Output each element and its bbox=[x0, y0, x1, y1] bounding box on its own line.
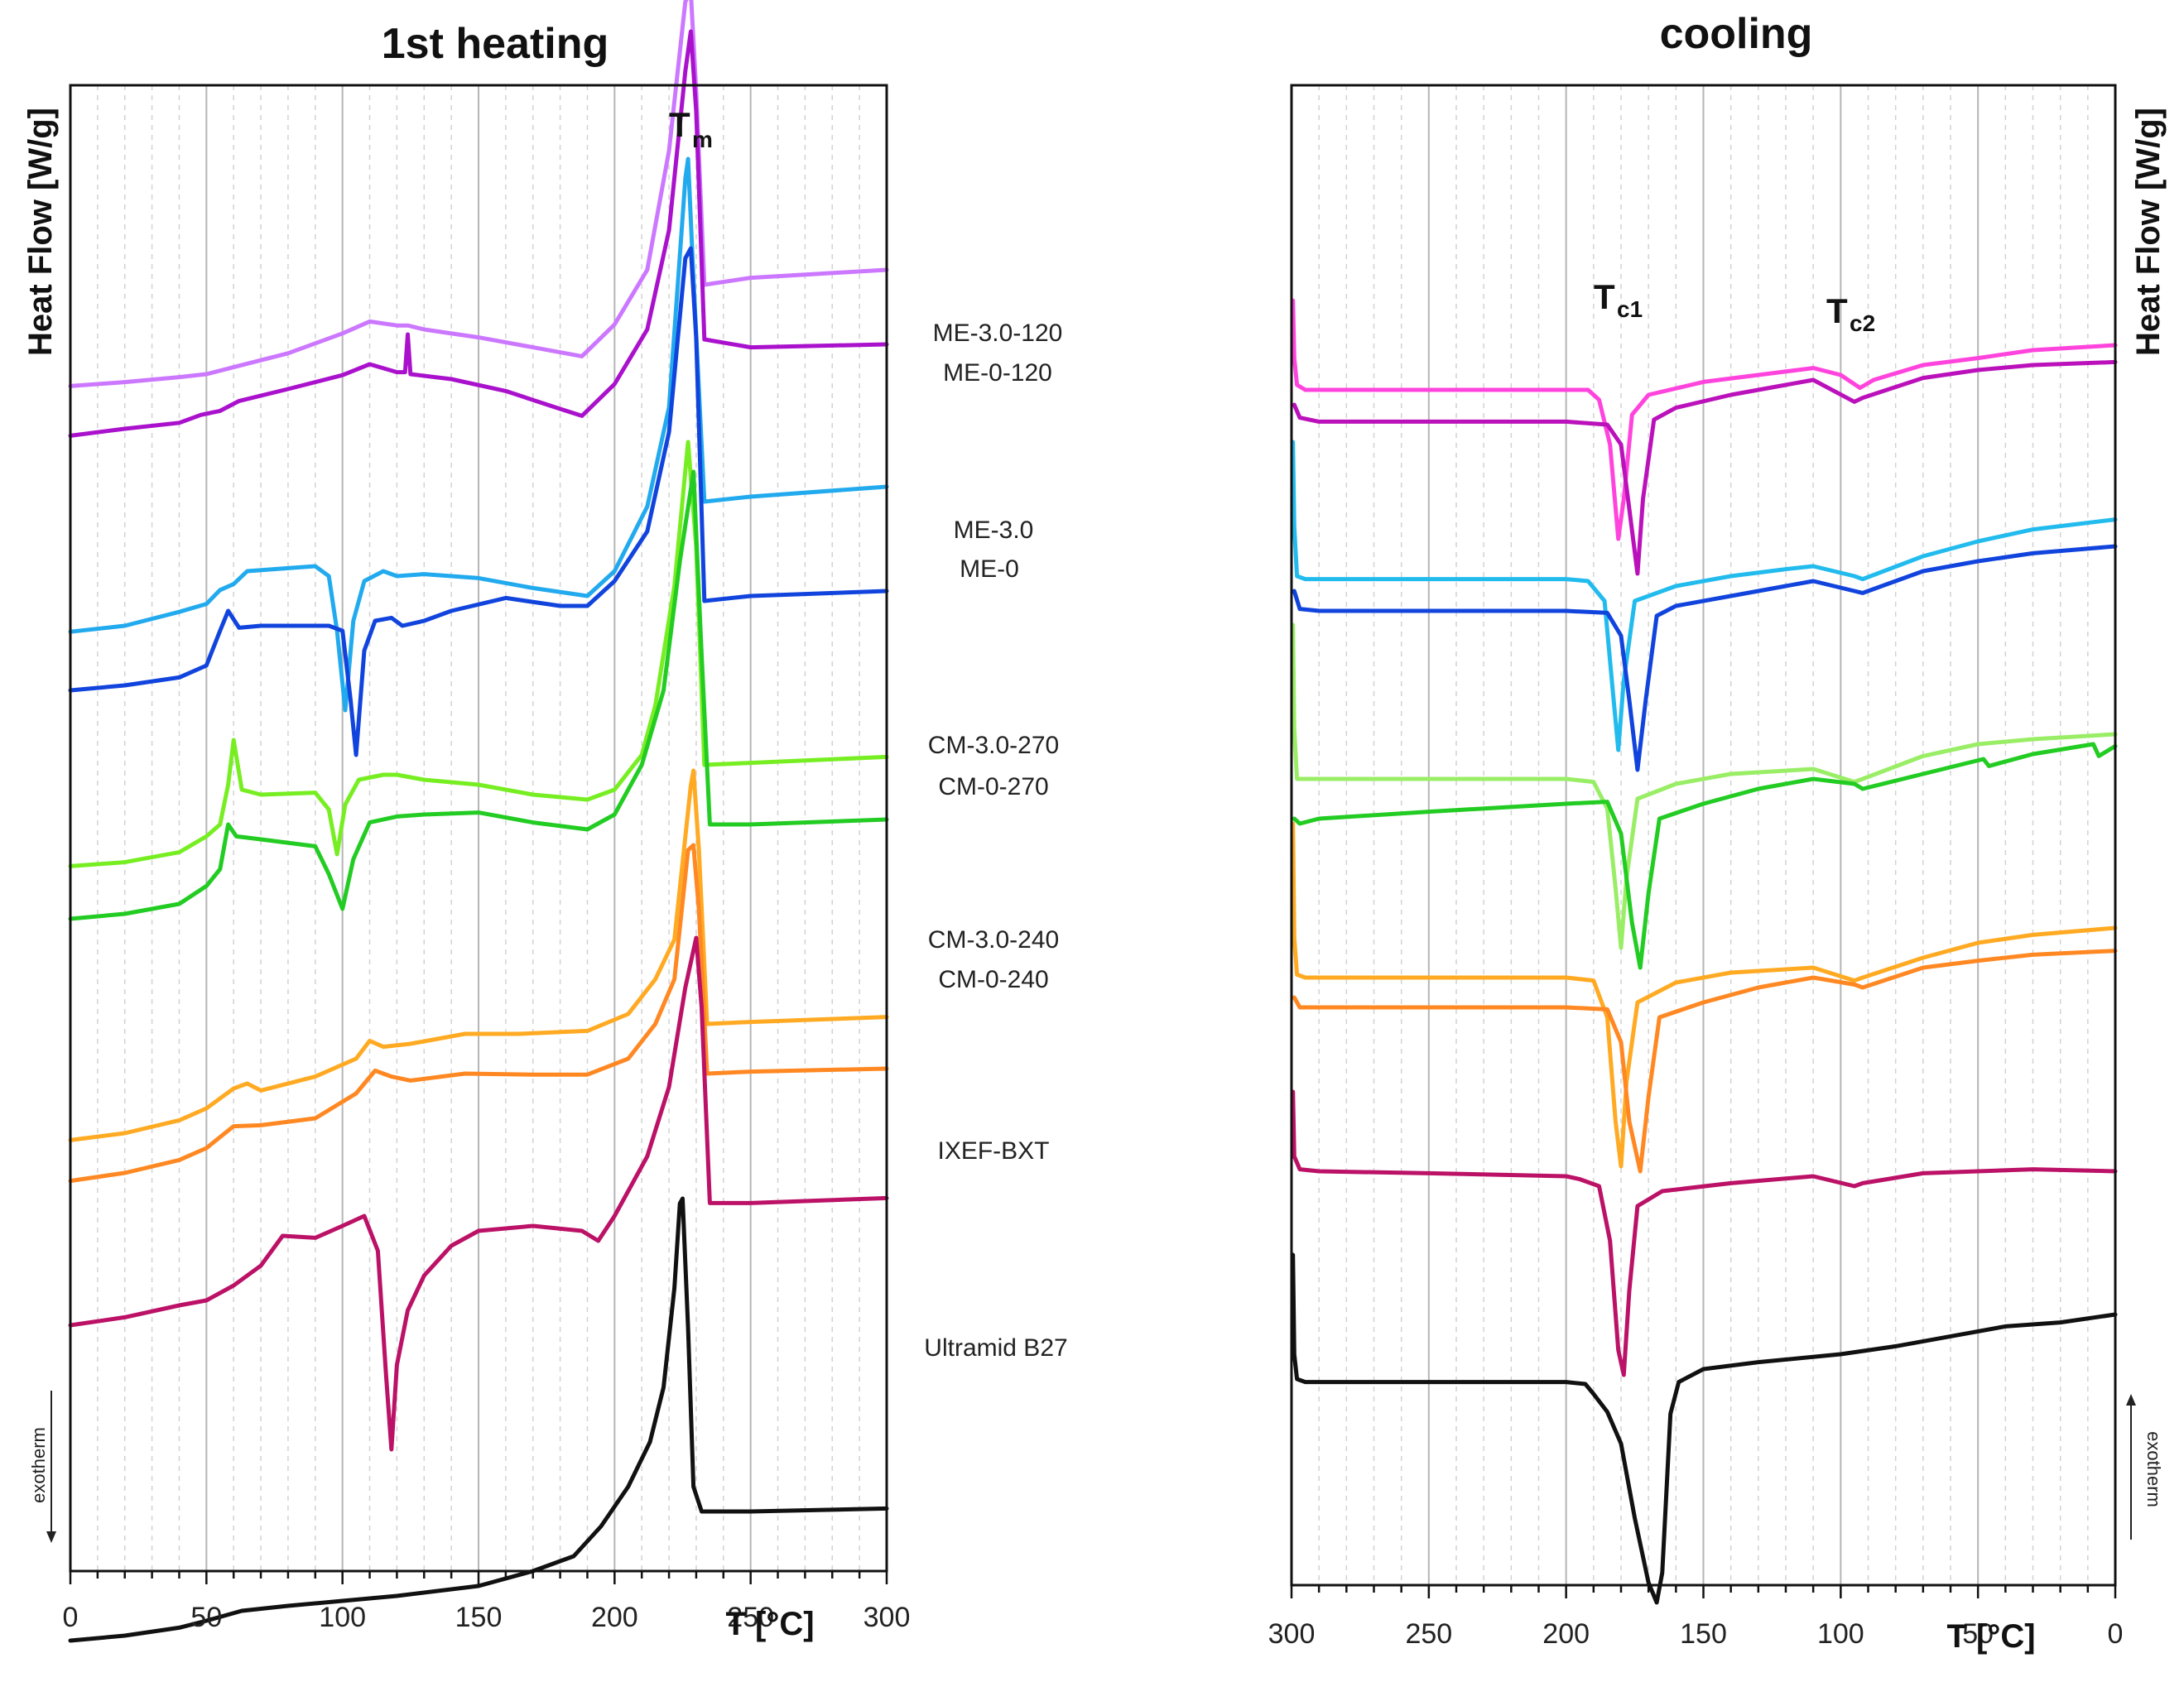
heating-tick-label: 300 bbox=[863, 1602, 911, 1633]
legend-entry: CM-3.0-270 bbox=[928, 732, 1059, 759]
tm-label-sub: m bbox=[692, 127, 713, 152]
heating-panel: 0 50 100 150 200 250 300 1st heating Heat Flow… bbox=[22, 0, 1068, 1643]
cooling-tick-label: 200 bbox=[1542, 1618, 1590, 1650]
tc1-label: T bbox=[1594, 277, 1615, 316]
cooling-tick-label: 0 bbox=[2108, 1618, 2124, 1650]
heating-x-ticks: 0 50 100 150 200 250 300 bbox=[63, 1571, 911, 1633]
heating-series-line bbox=[68, 156, 889, 713]
tm-label: T bbox=[669, 105, 690, 144]
heating-exotherm-indicator: exotherm bbox=[28, 1391, 56, 1543]
heating-series-line bbox=[68, 843, 889, 1184]
legend-entry: ME-0-120 bbox=[943, 359, 1052, 387]
cooling-exotherm-indicator: exotherm bbox=[2126, 1394, 2164, 1540]
cooling-tick-label: 50 bbox=[1962, 1618, 1994, 1650]
heating-tick-label: 0 bbox=[63, 1602, 79, 1633]
cooling-tick-label: 150 bbox=[1680, 1618, 1727, 1650]
exotherm-label-left: exotherm bbox=[28, 1427, 49, 1503]
legend-entry: CM-0-240 bbox=[938, 966, 1048, 993]
heating-tick-label: 100 bbox=[319, 1602, 366, 1633]
legend-entry: CM-0-270 bbox=[938, 773, 1048, 800]
legend-entry: ME-3.0-120 bbox=[933, 320, 1063, 347]
cooling-series-line bbox=[1291, 1252, 2118, 1605]
heating-tick-label: 250 bbox=[727, 1602, 774, 1633]
tc2-label-sub: c2 bbox=[1850, 310, 1875, 336]
cooling-series-line bbox=[1291, 440, 2118, 752]
arrow-down-icon bbox=[46, 1531, 56, 1543]
heating-tick-label: 50 bbox=[190, 1602, 222, 1633]
legend-entry: ME-0 bbox=[960, 555, 1019, 583]
heating-x-axis-label: T [°C] bbox=[725, 1606, 814, 1642]
cooling-tc1-annotation: T c1 bbox=[1594, 277, 1643, 322]
tc1-label-sub: c1 bbox=[1617, 296, 1643, 322]
heating-series-line bbox=[68, 246, 889, 757]
heating-series-line bbox=[68, 0, 889, 388]
arrow-up-icon bbox=[2126, 1394, 2136, 1406]
heating-tick-label: 150 bbox=[455, 1602, 503, 1633]
cooling-y-axis-label: Heat Flow [W/g] bbox=[2130, 108, 2167, 356]
cooling-tick-label: 100 bbox=[1817, 1618, 1864, 1650]
legend-entry: CM-3.0-240 bbox=[928, 926, 1059, 954]
cooling-tick-label: 300 bbox=[1268, 1618, 1316, 1650]
cooling-grid bbox=[1318, 85, 2089, 1585]
legend-entry: ME-3.0 bbox=[954, 517, 1034, 544]
exotherm-label-right: exotherm bbox=[2143, 1431, 2164, 1507]
cooling-series-line bbox=[1292, 544, 2118, 772]
cooling-x-axis-label: T [°C] bbox=[1946, 1618, 2035, 1655]
heating-title: 1st heating bbox=[382, 20, 609, 68]
heating-series-line bbox=[68, 29, 889, 438]
legend-entry: IXEF-BXT bbox=[937, 1137, 1049, 1165]
heating-series-line bbox=[68, 768, 889, 1142]
cooling-series-line bbox=[1291, 298, 2118, 541]
tc2-label: T bbox=[1826, 291, 1848, 330]
cooling-series-line bbox=[1292, 949, 2118, 1174]
heating-series-line bbox=[68, 469, 889, 921]
cooling-series-line bbox=[1292, 742, 2118, 970]
heating-tm-annotation: T m bbox=[669, 105, 713, 152]
cooling-tick-label: 250 bbox=[1405, 1618, 1452, 1650]
heating-series-line bbox=[68, 440, 889, 868]
heating-legend: ME-3.0-120 ME-0-120 ME-3.0 ME-0 CM-3.0-2… bbox=[924, 320, 1067, 1362]
cooling-curves bbox=[1291, 298, 2118, 1605]
legend-entry: Ultramid B27 bbox=[924, 1334, 1067, 1362]
heating-tick-label: 200 bbox=[591, 1602, 638, 1633]
heating-series-line bbox=[68, 935, 889, 1452]
heating-series-line bbox=[68, 1196, 889, 1643]
cooling-series-line bbox=[1292, 359, 2118, 576]
cooling-panel: 300 250 200 150 100 50 0 cooling Heat Flow [W/… bbox=[1268, 10, 2167, 1655]
heating-grid bbox=[97, 85, 860, 1571]
cooling-title: cooling bbox=[1660, 10, 1813, 58]
cooling-series-line bbox=[1291, 1089, 2118, 1377]
cooling-tc2-annotation: T c2 bbox=[1826, 291, 1875, 336]
heating-curves bbox=[68, 0, 889, 1643]
cooling-x-ticks: 300 250 200 150 100 50 0 bbox=[1268, 1585, 2124, 1650]
heating-y-axis-label: Heat Flow [W/g] bbox=[22, 108, 59, 356]
